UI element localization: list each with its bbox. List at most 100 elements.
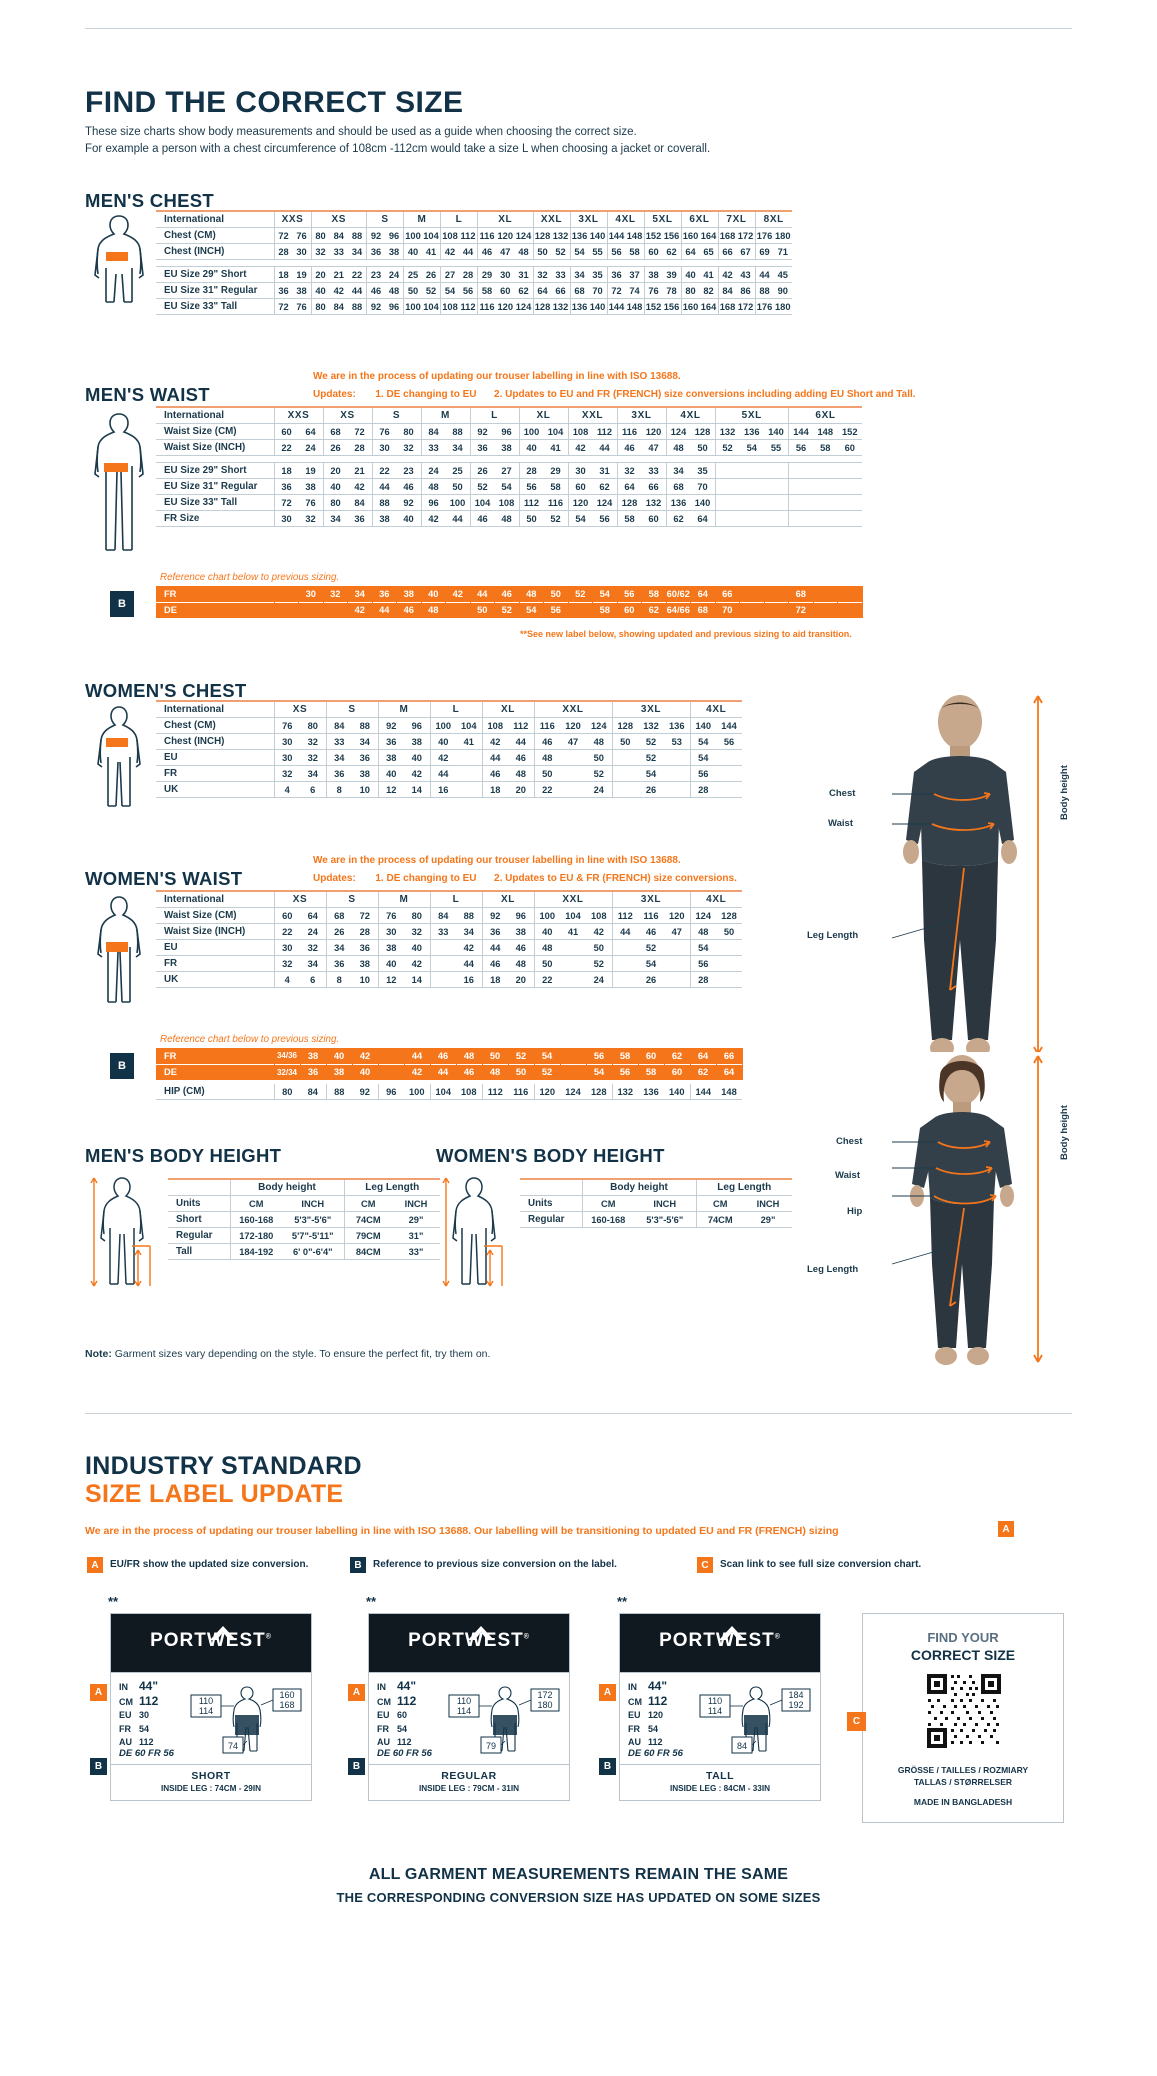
cell: 50 bbox=[533, 765, 560, 782]
cell bbox=[611, 939, 638, 956]
row-label: EU bbox=[156, 939, 275, 956]
cell: 62 bbox=[514, 282, 533, 299]
cell: 108 bbox=[586, 907, 612, 924]
cell: 140 bbox=[588, 298, 607, 315]
cell bbox=[739, 510, 764, 527]
orange-cell bbox=[273, 601, 299, 618]
cell: 120 bbox=[567, 494, 593, 511]
table-row: UK 4 6 8 10 12 14 16 18 20 22 24 26 28 bbox=[156, 971, 742, 988]
qr-code-icon[interactable] bbox=[925, 1672, 1003, 1750]
cell: 96 bbox=[385, 227, 404, 244]
orange-cell: 70 bbox=[714, 601, 740, 618]
cell: 132 bbox=[638, 717, 664, 734]
size-header: L bbox=[429, 700, 482, 718]
cell bbox=[429, 955, 456, 972]
cell: 14 bbox=[404, 971, 430, 988]
cell: 72 bbox=[273, 227, 293, 244]
cell: 104 bbox=[422, 227, 441, 244]
cell: 124 bbox=[665, 423, 691, 440]
orange-cell: 64/66 bbox=[665, 601, 691, 618]
cell bbox=[714, 494, 740, 511]
cell bbox=[813, 462, 838, 479]
cell: 140 bbox=[664, 1084, 690, 1100]
size-header: 8XL bbox=[754, 210, 792, 228]
cell: 20 bbox=[508, 971, 534, 988]
cell: 80 bbox=[396, 423, 421, 440]
table-row: Chest (INCH) 28 30 32 33 34 36 38 40 41 42 44 46 47 48… bbox=[156, 243, 792, 260]
cell bbox=[560, 781, 586, 798]
cell: 38 bbox=[643, 266, 663, 283]
male-waist-label: Waist bbox=[828, 818, 853, 829]
cell: Units bbox=[520, 1195, 583, 1212]
cell: 112 bbox=[459, 298, 478, 315]
orange-cell: 42 bbox=[352, 1048, 379, 1064]
cell bbox=[716, 939, 742, 956]
row-label: International bbox=[156, 700, 275, 718]
updates-label-w: Updates: bbox=[313, 873, 356, 884]
label-inside-leg: INSIDE LEG : 84CM - 33IN bbox=[669, 1784, 771, 1793]
cell: 120 bbox=[496, 227, 515, 244]
cell: 42 bbox=[404, 765, 430, 782]
cell: 53 bbox=[664, 733, 690, 750]
cell: 36 bbox=[352, 939, 378, 956]
cell: 116 bbox=[616, 423, 642, 440]
cell: 46 bbox=[508, 939, 534, 956]
spacer-header bbox=[520, 1178, 583, 1196]
cell: 164 bbox=[699, 227, 718, 244]
portwest-chevron-icon bbox=[210, 1626, 236, 1640]
cell: 35 bbox=[690, 462, 715, 479]
cell bbox=[788, 462, 813, 479]
cell bbox=[714, 510, 740, 527]
orange-cell bbox=[739, 586, 765, 602]
cell: 128 bbox=[532, 227, 552, 244]
womens-waist-ref-note: Reference chart below to previous sizing… bbox=[160, 1034, 340, 1045]
cell: 28 bbox=[352, 923, 378, 940]
orange-row: DE 32/34 36 38 40 42 44 46 48 50 52 54 56 58 60 62 64 bbox=[156, 1063, 743, 1080]
cell: 29 bbox=[477, 266, 496, 283]
orange-cell: 66 bbox=[716, 1048, 743, 1064]
cell bbox=[764, 494, 789, 511]
industry-subtitle-a-badge: A bbox=[998, 1521, 1014, 1537]
orange-cell: 38 bbox=[325, 1063, 353, 1080]
size-header: XXL bbox=[567, 406, 617, 424]
cell: 96 bbox=[420, 494, 446, 511]
male-leg-length-label: Leg Length bbox=[807, 930, 859, 941]
cell: 28 bbox=[459, 266, 478, 283]
cell: 36 bbox=[273, 282, 293, 299]
orange-cell: 60 bbox=[664, 1063, 691, 1080]
label-size-area: IN 44" CM 112 EU 30 FR 54 AU 112 110 114 160 168 … bbox=[111, 1672, 311, 1764]
cell bbox=[664, 765, 690, 782]
cell: 32 bbox=[300, 733, 326, 750]
cell: 46 bbox=[638, 923, 664, 940]
cell: 52 bbox=[469, 478, 495, 495]
orange-cell: 36 bbox=[371, 586, 397, 602]
cell: 44 bbox=[348, 282, 367, 299]
cell: 19 bbox=[292, 266, 311, 283]
cell: 42 bbox=[347, 478, 372, 495]
cell: 108 bbox=[440, 298, 459, 315]
cell: CM bbox=[343, 1195, 392, 1212]
qr-foot-3: MADE IN BANGLADESH bbox=[913, 1797, 1013, 1807]
note-bold: Note: bbox=[85, 1348, 112, 1360]
row-label: UK bbox=[156, 781, 275, 798]
orange-row-label: DE bbox=[156, 601, 275, 618]
cell: 48 bbox=[514, 243, 533, 260]
size-header: 4XL bbox=[665, 406, 715, 424]
cell: 76 bbox=[298, 494, 323, 511]
top-divider bbox=[85, 28, 1072, 29]
cell: 68 bbox=[325, 907, 352, 924]
label-size-row: EU 60 bbox=[377, 1710, 408, 1720]
cell: 136 bbox=[664, 717, 690, 734]
table-row: Short 160-168 5'3"-5'6" 74CM 29" bbox=[168, 1211, 440, 1228]
label-de-fr: DE 60 FR 56 bbox=[119, 1748, 174, 1759]
cell: 124 bbox=[592, 494, 617, 511]
cell: 84CM bbox=[343, 1243, 392, 1260]
row-label: FR bbox=[156, 765, 275, 782]
mens-waist-notice-1: We are in the process of updating our tr… bbox=[313, 371, 681, 382]
cell: INCH bbox=[392, 1195, 440, 1212]
cell: 86 bbox=[736, 282, 755, 299]
cell: 56 bbox=[716, 733, 742, 750]
orange-cell: 62 bbox=[641, 601, 667, 618]
mens-chest-table: International XXS XS S M L XL XXL 3XL 4XL 5XL 6XL 7X… bbox=[156, 210, 792, 315]
size-header: XS bbox=[322, 406, 372, 424]
